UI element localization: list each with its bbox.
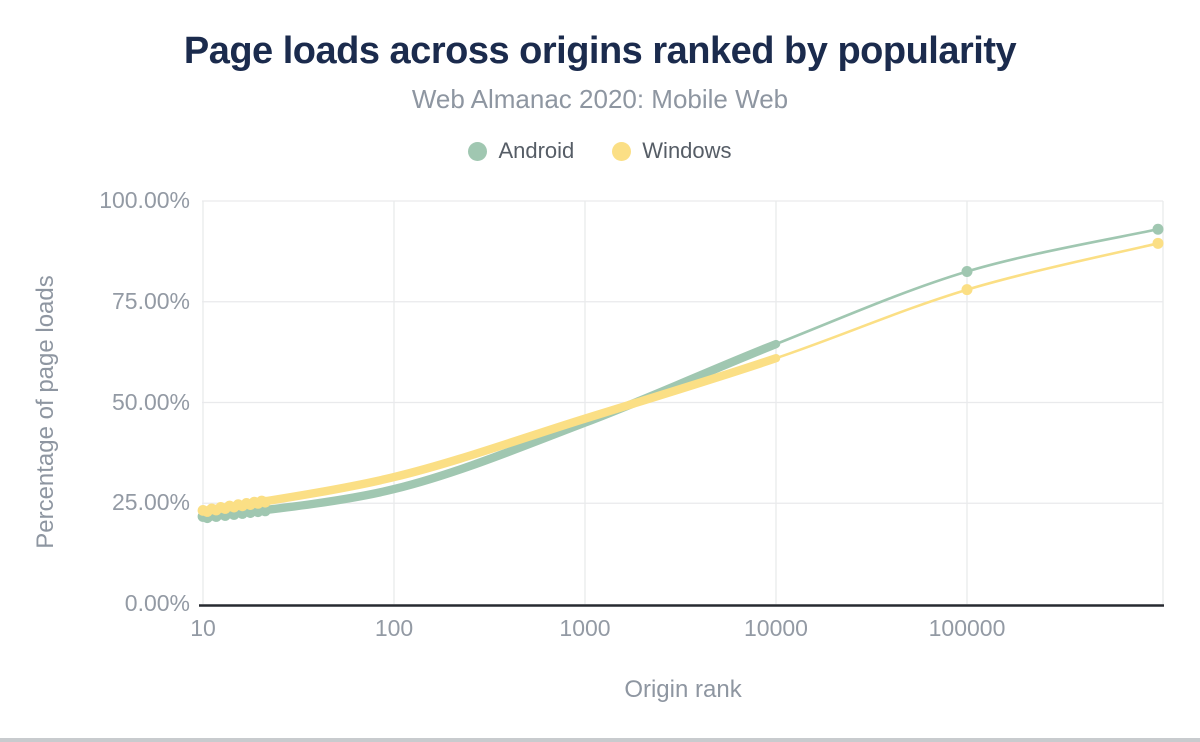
x-tick-label: 1000 (559, 615, 611, 641)
series-band-windows (198, 354, 781, 516)
x-tick-label: 100 (374, 615, 414, 641)
x-axis-title: Origin rank (624, 676, 742, 703)
series-dot-android (961, 266, 973, 278)
series-dot-android (1152, 223, 1164, 235)
y-tick-label: 0.00% (124, 590, 190, 616)
y-tick-label: 50.00% (111, 388, 190, 415)
legend-label-android: Android (498, 138, 575, 163)
legend-swatch-android-icon (468, 141, 488, 161)
y-tick-label: 25.00% (111, 489, 190, 516)
legend-label-windows: Windows (642, 138, 732, 163)
x-tick-label: 100000 (928, 615, 1006, 641)
legend-item-windows: Windows (612, 138, 732, 164)
series-dot-windows (1152, 237, 1164, 249)
y-tick-label: 100.00% (99, 187, 190, 213)
chart-subtitle: Web Almanac 2020: Mobile Web (411, 84, 789, 114)
series-band-android (198, 339, 781, 522)
legend-swatch-windows-icon (612, 141, 632, 161)
chart-title: Page loads across origins ranked by popu… (183, 30, 1017, 72)
bottom-scrollbar[interactable] (0, 738, 1200, 742)
series-dot-windows (961, 284, 973, 296)
x-tick-label: 10000 (744, 615, 808, 641)
legend: Android Windows (0, 138, 1200, 164)
y-tick-label: 75.00% (111, 287, 190, 314)
x-tick-label: 10 (190, 615, 216, 641)
legend-item-android: Android (468, 138, 574, 164)
